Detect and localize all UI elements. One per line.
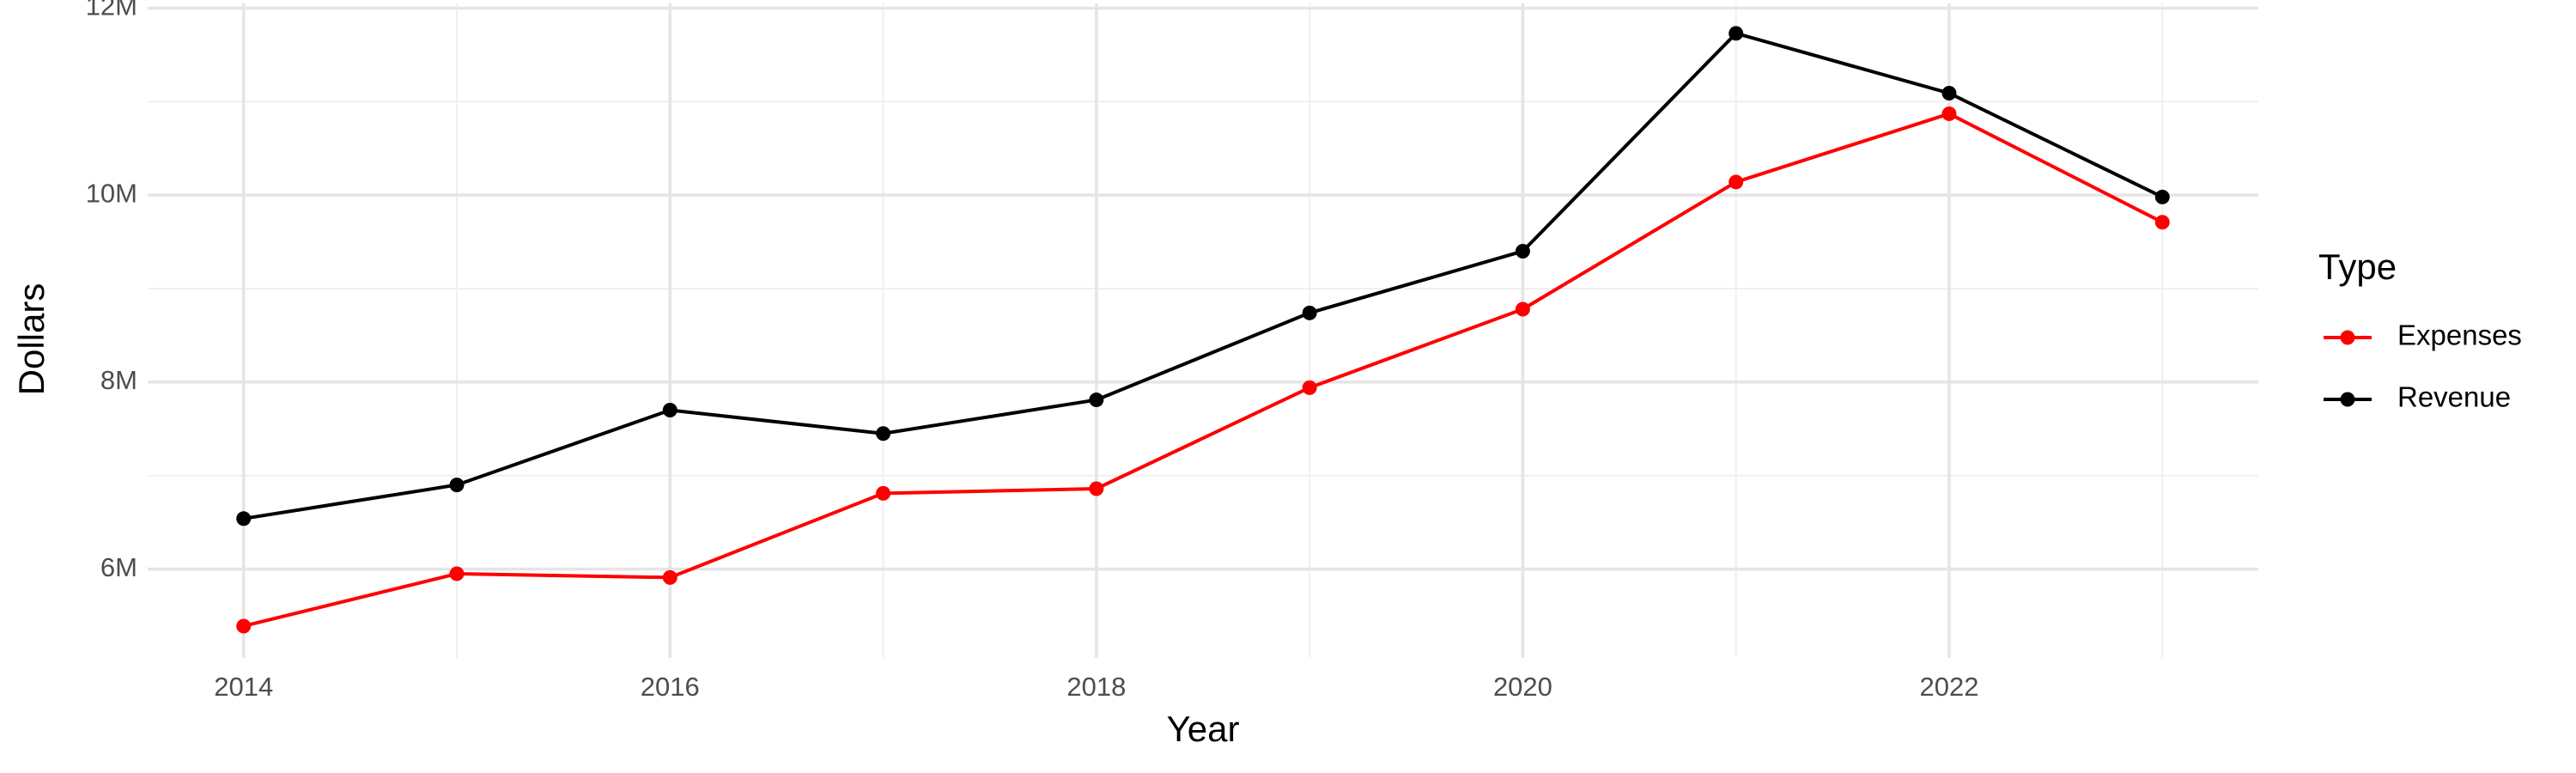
legend-label: Expenses	[2397, 320, 2522, 351]
x-tick-label: 2018	[1066, 672, 1126, 702]
data-point	[1515, 243, 1530, 259]
data-point	[1728, 174, 1744, 190]
y-tick-label: 8M	[100, 365, 137, 395]
data-point	[662, 569, 677, 585]
x-tick-label: 2014	[214, 672, 273, 702]
series-line	[243, 112, 2164, 628]
data-point	[1728, 26, 1744, 41]
y-tick-label: 10M	[86, 178, 137, 208]
legend-label: Revenue	[2397, 381, 2511, 413]
data-point	[1515, 301, 1530, 317]
legend-marker	[2340, 392, 2355, 407]
x-axis-title: Year	[1167, 709, 1240, 749]
data-point	[1302, 305, 1317, 320]
data-point	[1089, 393, 1104, 408]
data-point	[876, 426, 891, 441]
data-point	[662, 403, 677, 418]
data-point	[1302, 380, 1317, 395]
data-point	[1941, 86, 1957, 101]
data-point	[876, 485, 891, 501]
data-point	[2154, 215, 2170, 230]
data-point	[2154, 189, 2170, 204]
data-point	[449, 478, 465, 493]
y-axis-title: Dollars	[11, 283, 52, 396]
data-point	[1089, 481, 1104, 496]
y-tick-label: 12M	[86, 0, 137, 21]
x-tick-label: 2022	[1920, 672, 1979, 702]
legend-marker	[2340, 330, 2355, 345]
x-tick-label: 2020	[1493, 672, 1552, 702]
data-point	[236, 618, 252, 634]
data-point	[1941, 106, 1957, 121]
data-point	[236, 511, 252, 526]
data-point	[449, 566, 465, 581]
legend-title: Type	[2318, 247, 2397, 287]
series-line	[243, 31, 2164, 520]
y-tick-label: 6M	[100, 552, 137, 582]
x-tick-label: 2016	[641, 672, 700, 702]
